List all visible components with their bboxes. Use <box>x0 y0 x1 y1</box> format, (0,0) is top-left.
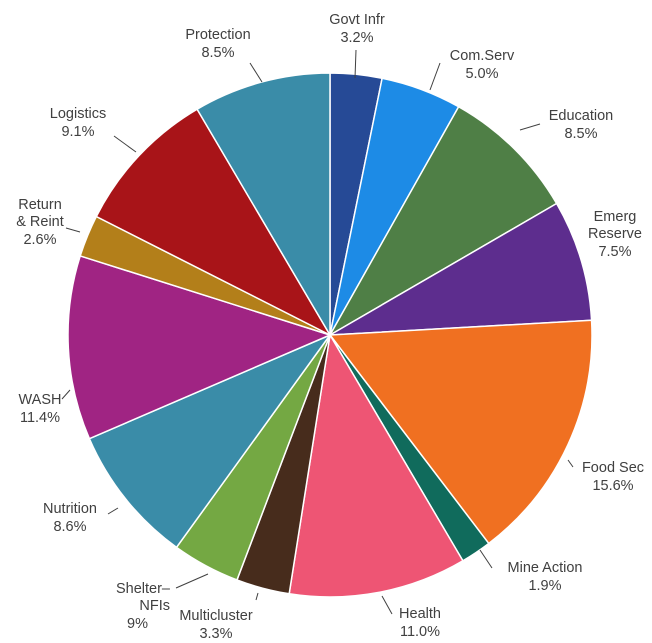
leader-line <box>429 62 441 91</box>
slice-label: Mine Action 1.9% <box>508 560 583 594</box>
pie-slice-nutrition <box>88 333 333 549</box>
leader-line <box>249 62 263 83</box>
slice-label: Govt Infr 3.2% <box>329 12 385 46</box>
slice-name: Logistics <box>50 106 106 122</box>
slice-name: Shelter– <box>116 581 171 597</box>
leader-line <box>113 135 137 153</box>
slice-label: Multicluster 3.3% <box>179 608 252 642</box>
slice-value: 7.5% <box>598 244 631 260</box>
pie-slice-wash <box>67 254 333 440</box>
slice-value: 1.9% <box>528 578 561 594</box>
slice-name: Food Sec <box>582 460 644 476</box>
slice-value: 11.0% <box>400 624 440 640</box>
slice-value: 8.5% <box>564 126 597 142</box>
slice-value: 9% <box>127 616 148 632</box>
leader-line <box>107 507 119 515</box>
slice-name: Com.Serv <box>450 48 515 64</box>
leader-line <box>381 595 393 615</box>
slice-value: 8.6% <box>53 519 86 535</box>
slice-label: Nutrition 8.6% <box>43 501 97 535</box>
leader-line <box>354 49 357 79</box>
slice-name: & Reint <box>16 214 64 230</box>
slice-name: Emerg <box>594 209 637 225</box>
slice-value: 8.5% <box>201 45 234 61</box>
slice-name: WASH <box>19 392 62 408</box>
slice-label: Health 11.0% <box>399 606 441 640</box>
slice-value: 3.3% <box>199 626 232 642</box>
pie-slice-protection <box>196 72 331 338</box>
slice-name: NFIs <box>139 598 170 614</box>
slice-name: Return <box>18 197 62 213</box>
slice-value: 3.2% <box>340 30 373 46</box>
slice-label: Shelter– NFIs 9% <box>116 581 171 632</box>
slice-label: Food Sec 15.6% <box>582 460 644 494</box>
pie-slice-emerg-reserve <box>329 202 593 336</box>
slice-label: Education 8.5% <box>549 108 614 142</box>
slice-value: 15.6% <box>592 478 633 494</box>
pie-slices <box>67 72 593 598</box>
slice-name: Multicluster <box>179 608 252 624</box>
slice-label: Logistics 9.1% <box>50 106 106 140</box>
slice-name: Mine Action <box>508 560 583 576</box>
slice-label: Com.Serv 5.0% <box>450 48 515 82</box>
slice-value: 2.6% <box>23 232 56 248</box>
leader-line <box>519 123 541 131</box>
slice-label: WASH 11.4% <box>19 392 62 426</box>
slice-name: Govt Infr <box>329 12 385 28</box>
slice-labels: Govt Infr 3.2% Com.Serv 5.0% Education 8.5% Em… <box>16 12 644 642</box>
pie-slice-food-sec <box>328 319 593 545</box>
leader-line <box>255 592 259 601</box>
slice-label: Return & Reint 2.6% <box>16 197 64 248</box>
slice-name: Nutrition <box>43 501 97 517</box>
slice-value: 11.4% <box>20 410 60 426</box>
slice-label: Protection 8.5% <box>185 27 250 61</box>
leader-lines <box>61 49 574 615</box>
slice-value: 9.1% <box>61 124 94 140</box>
leader-line <box>175 573 209 589</box>
slice-name: Health <box>399 606 441 622</box>
slice-name: Reserve <box>588 226 642 242</box>
pie-slice-logistics <box>95 108 332 337</box>
slice-label: Emerg Reserve 7.5% <box>588 209 642 260</box>
pie-slice-education <box>327 105 558 338</box>
leader-line <box>479 549 493 569</box>
leader-line <box>65 227 81 233</box>
leader-line <box>567 459 574 468</box>
slice-value: 5.0% <box>465 66 498 82</box>
pie-slice-health <box>288 332 464 598</box>
leader-line <box>61 389 71 400</box>
slice-name: Education <box>549 108 614 124</box>
slice-name: Protection <box>185 27 250 43</box>
